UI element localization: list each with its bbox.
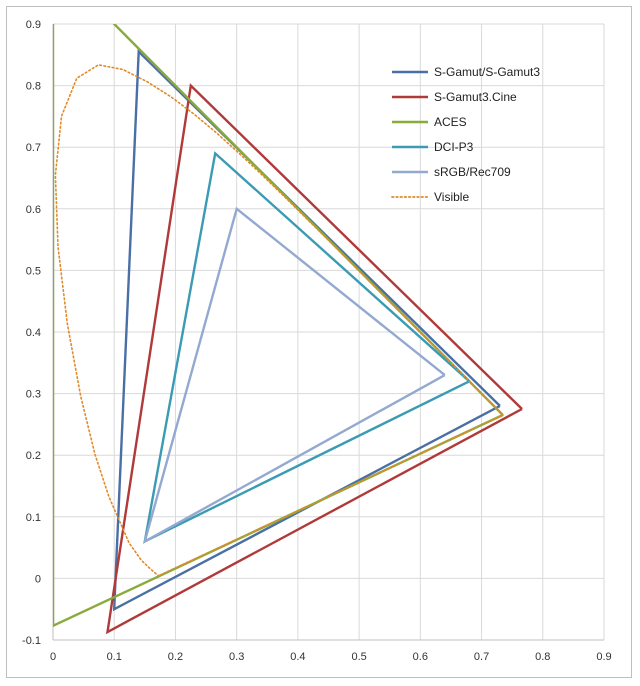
- x-tick-labels: 0 0.1 0.2 0.3 0.4 0.5 0.6 0.7 0.8 0.9: [50, 651, 612, 663]
- series-visible: [54, 63, 505, 577]
- y-tick-label: 0.4: [26, 327, 41, 339]
- x-tick-label: 0.9: [596, 651, 611, 663]
- y-tick-label: 0: [35, 573, 41, 585]
- y-tick-label: 0.3: [26, 389, 41, 401]
- x-tick-label: 0: [50, 651, 56, 663]
- x-tick-label: 0.1: [107, 651, 122, 663]
- x-tick-label: 0.4: [290, 651, 305, 663]
- y-tick-label: 0.8: [26, 81, 41, 93]
- y-tick-label: 0.7: [26, 142, 41, 154]
- legend-label-s-gamut3-cine: S-Gamut3.Cine: [434, 90, 517, 104]
- y-tick-label: -0.1: [22, 635, 41, 647]
- legend-label-visible: Visible: [434, 190, 469, 204]
- y-tick-label: 0.9: [26, 19, 41, 31]
- series-lines: [53, 24, 523, 635]
- x-tick-label: 0.8: [535, 651, 550, 663]
- series-s-gamut3-cine: [105, 83, 523, 635]
- x-tick-label: 0.2: [168, 651, 183, 663]
- y-tick-label: 0.5: [26, 265, 41, 277]
- legend-label-srgb-rec709: sRGB/Rec709: [434, 165, 511, 179]
- chart-frame: [6, 6, 632, 678]
- y-tick-label: 0.1: [26, 512, 41, 524]
- y-tick-label: 0.2: [26, 450, 41, 462]
- x-tick-label: 0.7: [474, 651, 489, 663]
- legend: S-Gamut/S-Gamut3 S-Gamut3.Cine ACES DCI-P3 s…: [391, 65, 540, 204]
- series-dci-p3: [143, 151, 471, 544]
- x-tick-label: 0.6: [413, 651, 428, 663]
- legend-label-dci-p3: DCI-P3: [434, 140, 474, 154]
- series-srgb-rec709: [142, 206, 446, 544]
- x-tick-label: 0.3: [229, 651, 244, 663]
- legend-label-s-gamut-s-gamut3: S-Gamut/S-Gamut3: [434, 65, 540, 79]
- x-tick-label: 0.5: [351, 651, 366, 663]
- legend-label-aces: ACES: [434, 115, 467, 129]
- y-tick-label: 0.6: [26, 204, 41, 216]
- y-tick-labels: -0.1 0 0.1 0.2 0.3 0.4 0.5 0.6 0.7 0.8 0.9: [22, 19, 41, 647]
